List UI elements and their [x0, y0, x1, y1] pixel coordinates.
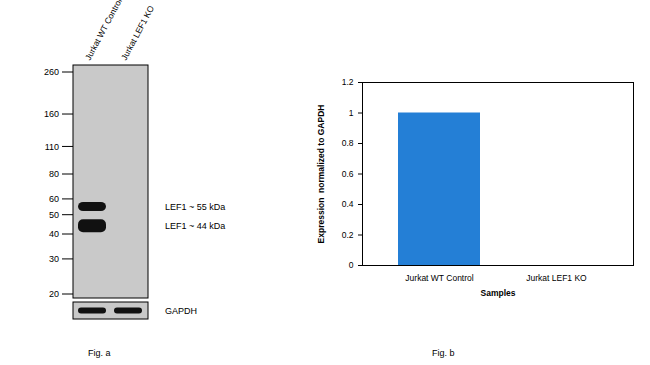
svg-text:50: 50	[49, 210, 59, 220]
svg-text:80: 80	[49, 169, 59, 179]
svg-text:20: 20	[49, 289, 59, 299]
html-text:Fig. a: Fig. a	[88, 348, 111, 358]
svg-text:0.4: 0.4	[342, 199, 354, 209]
svg-text:1: 1	[349, 108, 354, 118]
svg-text:30: 30	[49, 254, 59, 264]
svg-text:260: 260	[44, 67, 59, 77]
svg-text:0.8: 0.8	[342, 138, 354, 148]
svg-text:0.6: 0.6	[342, 169, 354, 179]
svg-text:GAPDH: GAPDH	[165, 306, 197, 316]
svg-text:0.2: 0.2	[342, 230, 354, 240]
svg-text:LEF1 ~ 44 kDa: LEF1 ~ 44 kDa	[165, 221, 225, 231]
html-text:Fig. b: Fig. b	[432, 348, 455, 358]
svg-text:160: 160	[44, 109, 59, 119]
svg-text:Jurkat LEF1 KO: Jurkat LEF1 KO	[526, 273, 587, 283]
svg-text:1.2: 1.2	[342, 77, 354, 87]
svg-text:110: 110	[45, 142, 59, 152]
svg-text:Jurkat WT Control: Jurkat WT Control	[83, 0, 124, 62]
svg-text:LEF1 ~ 55 kDa: LEF1 ~ 55 kDa	[165, 202, 225, 212]
svg-text:Expression normalized to GAPD: Expression normalized to GAPDH	[316, 105, 326, 244]
svg-text:Jurkat LEF1 KO: Jurkat LEF1 KO	[119, 4, 156, 62]
svg-text:0: 0	[349, 260, 354, 270]
svg-text:40: 40	[49, 229, 59, 239]
svg-text:Jurkat WT Control: Jurkat WT Control	[405, 273, 473, 283]
svg-text:Samples: Samples	[481, 288, 516, 298]
svg-text:60: 60	[49, 194, 59, 204]
